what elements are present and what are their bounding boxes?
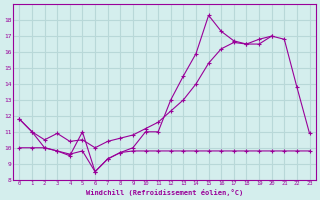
X-axis label: Windchill (Refroidissement éolien,°C): Windchill (Refroidissement éolien,°C): [86, 189, 243, 196]
